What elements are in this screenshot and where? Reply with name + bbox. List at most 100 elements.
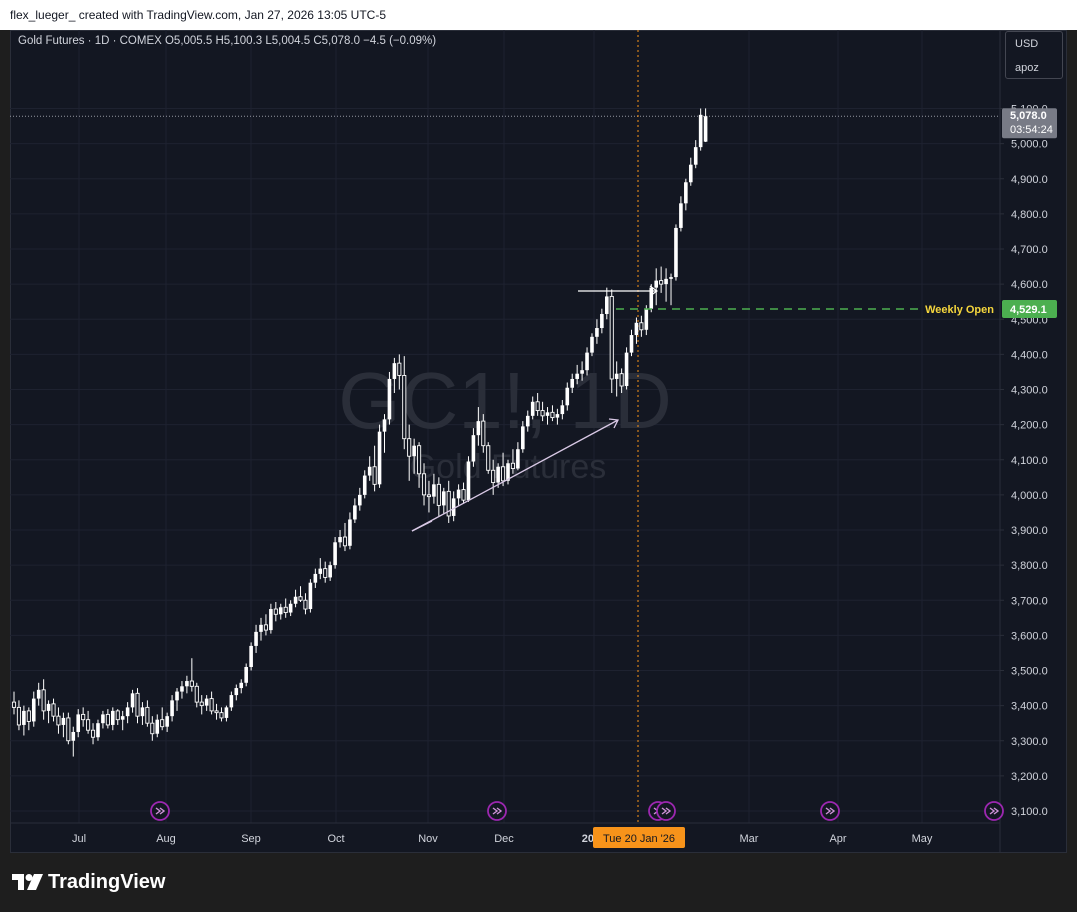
candle-body [501, 466, 506, 482]
price-tick-label: 4,800.0 [1011, 209, 1048, 221]
footer [0, 853, 1077, 912]
economic-event-icon[interactable] [820, 801, 840, 821]
candle [476, 407, 481, 446]
event-markers[interactable] [150, 801, 1004, 821]
candle-body [333, 542, 337, 566]
candle-body [199, 701, 204, 707]
candle [254, 624, 258, 653]
candle-body [239, 682, 244, 689]
price-tick-label: 4,400.0 [1011, 349, 1048, 361]
event-glyph [492, 807, 499, 815]
candle [491, 459, 496, 495]
candle-body [703, 116, 708, 142]
candle [288, 600, 293, 617]
economic-event-icon[interactable] [150, 801, 170, 821]
candle-body [150, 722, 155, 735]
candle [155, 714, 160, 738]
candle [224, 705, 229, 722]
candle-body [476, 421, 481, 436]
candle [392, 357, 397, 394]
candle [540, 401, 545, 422]
trendline-arrowhead [608, 418, 619, 429]
candle-body [506, 463, 510, 481]
candle-body [76, 714, 81, 732]
price-tick-label: 3,600.0 [1011, 630, 1048, 642]
candle [56, 707, 61, 734]
candle-body [634, 322, 639, 336]
candle [239, 679, 244, 694]
candle-body [382, 419, 387, 432]
price-tick-label: 3,300.0 [1011, 736, 1048, 748]
candle [530, 396, 535, 420]
trendline[interactable] [411, 419, 619, 532]
candle [659, 266, 664, 293]
candle [382, 414, 387, 453]
price-tick-label: 4,600.0 [1011, 279, 1048, 291]
candle-body [259, 624, 263, 632]
weekly-open-label: Weekly Open [925, 304, 994, 316]
candle [432, 473, 436, 504]
time-tick-label: Apr [829, 833, 846, 845]
candle-body [214, 710, 219, 714]
candle [115, 709, 120, 725]
candle-body [16, 706, 21, 726]
candle [471, 428, 476, 467]
candle [516, 442, 520, 471]
candle [185, 675, 189, 694]
candle [510, 449, 515, 474]
candle-body [66, 717, 71, 742]
candle [624, 347, 629, 390]
candle [111, 707, 115, 731]
economic-event-icon[interactable] [984, 801, 1004, 821]
candle-body [693, 147, 698, 165]
candle-body [614, 373, 619, 379]
candle-body [209, 698, 214, 712]
candle [580, 361, 584, 381]
candle [417, 442, 422, 488]
price-tick-label: 5,000.0 [1011, 139, 1048, 151]
time-tick-label: Mar [740, 833, 759, 845]
candle-body [26, 710, 31, 722]
currency-selector[interactable]: USD apoz [1005, 31, 1063, 79]
price-axis[interactable]: 5,100.05,000.04,900.04,800.04,700.04,600… [999, 30, 1048, 853]
candle-body [550, 411, 555, 419]
candle-body [219, 712, 224, 719]
candle [170, 695, 174, 722]
candle [629, 329, 634, 357]
candle-body [639, 322, 644, 331]
price-tick-label: 3,700.0 [1011, 595, 1048, 607]
candle [135, 688, 140, 724]
candle-body [575, 373, 579, 379]
candle [234, 684, 239, 701]
candle-body [624, 352, 629, 386]
candle-body [125, 707, 130, 717]
economic-event-icon[interactable] [487, 801, 507, 821]
candle-body [338, 537, 342, 543]
candle-body [234, 688, 239, 696]
candle [585, 347, 589, 376]
candle [698, 108, 703, 151]
time-axis[interactable]: JulAugSepOctNovDec2026MarAprMay [10, 822, 1000, 845]
candle [209, 691, 214, 715]
candle [140, 702, 145, 725]
candle [323, 561, 328, 583]
candle-body [387, 378, 392, 420]
candle-body [367, 466, 372, 476]
chart-pane[interactable] [10, 30, 1067, 853]
tradingview-logo-icon [12, 874, 43, 890]
event-glyph [661, 807, 668, 815]
candle-body [436, 483, 441, 506]
candle-body [111, 710, 115, 725]
candle-body [600, 313, 604, 329]
candle-body [318, 568, 323, 574]
candle-body [481, 420, 486, 447]
candles [11, 108, 708, 757]
symbol-info[interactable]: Gold Futures · 1D · COMEX O5,005.5 H5,10… [18, 35, 437, 47]
candle [90, 723, 96, 745]
candle [342, 522, 348, 552]
economic-event-icon[interactable] [656, 801, 676, 821]
candle [61, 712, 66, 738]
candle-body [540, 410, 545, 417]
time-tick-label: Oct [327, 833, 344, 845]
